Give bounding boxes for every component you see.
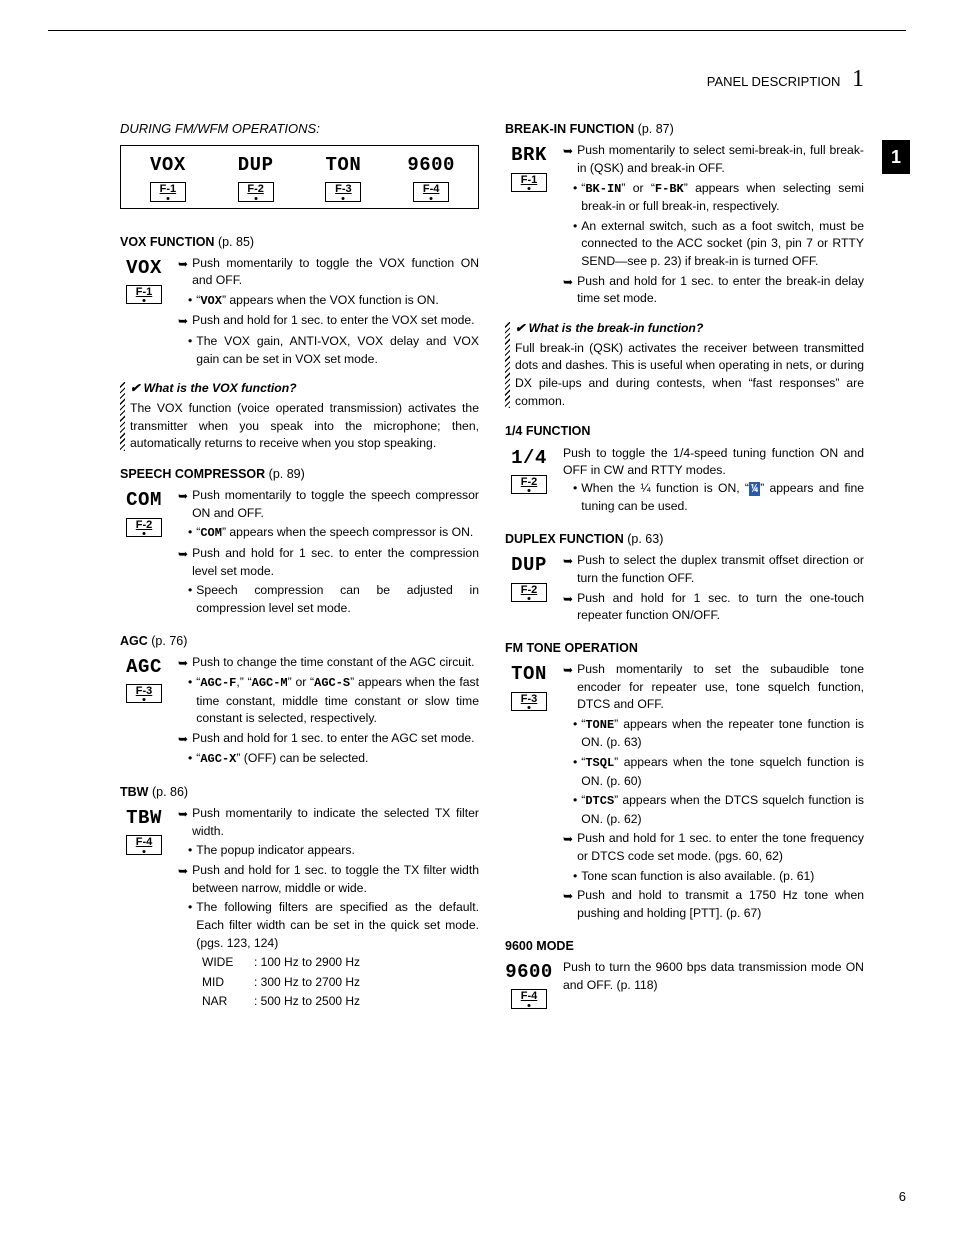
m9600-key-block: 9600 F-4 [505,959,553,1009]
qtr-body: Push to toggle the 1/4-speed tuning func… [563,445,864,480]
fn-col-4: 9600 F-4 [390,152,472,202]
ton-title: FM TONE OPERATION [505,639,864,657]
vox-key-block: VOX F-1 [120,255,168,305]
ton-arrow-3: Push and hold to transmit a 1750 Hz tone… [563,887,864,922]
com-arrow-2: Push and hold for 1 sec. to enter the co… [178,545,479,580]
fn-col-3: TON F-3 [303,152,385,202]
tbw-arrow-1: Push momentarily to indicate the selecte… [178,805,479,840]
vox-info: What is the VOX function? The VOX functi… [120,380,479,453]
tbw-row-nar: NAR: 500 Hz to 2500 Hz [202,993,479,1010]
fn4-key: F-4 [413,182,449,201]
ton-dot-4: Tone scan function is also available. (p… [573,868,864,886]
chapter-number: 1 [852,66,864,92]
page-number: 6 [899,1188,906,1207]
vox-arrow-1: Push momentarily to toggle the VOX funct… [178,255,479,290]
qtr-key-block: 1/4 F-2 [505,445,553,495]
com-dot-2: Speech compression can be adjusted in co… [188,582,479,617]
agc-title: AGC (p. 76) [120,632,479,650]
brk-dot-1: “BK-IN” or “F-BK” appears when selecting… [573,180,864,216]
fn3-lcd: TON [326,152,362,180]
com-dot-1: “COM” appears when the speech compressor… [188,524,479,542]
vox-arrow-2: Push and hold for 1 sec. to enter the VO… [178,312,479,330]
dup-arrow-1: Push to select the duplex transmit offse… [563,552,864,587]
ton-dot-2: “TSQL” appears when the tone squelch fun… [573,754,864,790]
qtr-title: 1/4 FUNCTION [505,422,864,440]
fn-col-2: DUP F-2 [215,152,297,202]
header-title: PANEL DESCRIPTION [707,74,841,89]
fn2-key: F-2 [238,182,274,201]
m9600-body: Push to turn the 9600 bps data transmiss… [563,959,864,994]
page-header: PANEL DESCRIPTION 1 [707,62,864,97]
fn1-lcd: VOX [150,152,186,180]
tbw-dot-2: The following filters are specified as t… [188,899,479,952]
tbw-arrow-2: Push and hold for 1 sec. to toggle the T… [178,862,479,897]
fn-col-1: VOX F-1 [127,152,209,202]
ton-dot-1: “TONE” appears when the repeater tone fu… [573,716,864,752]
dup-key-block: DUP F-2 [505,552,553,602]
ton-dot-3: “DTCS” appears when the DTCS squelch fun… [573,792,864,828]
brk-dot-2: An external switch, such as a foot switc… [573,218,864,271]
fm-subtitle: DURING FM/WFM OPERATIONS: [120,120,479,139]
com-key-block: COM F-2 [120,487,168,537]
brk-arrow-2: Push and hold for 1 sec. to enter the br… [563,273,864,308]
tbw-row-wide: WIDE: 100 Hz to 2900 Hz [202,954,479,971]
qtr-dot-1: When the ¼ function is ON, “¼” appears a… [573,480,864,516]
dup-arrow-2: Push and hold for 1 sec. to turn the one… [563,590,864,625]
fn2-lcd: DUP [238,152,274,180]
agc-key-block: AGC F-3 [120,654,168,704]
fn1-key: F-1 [150,182,186,201]
fn4-lcd: 9600 [407,152,455,180]
ton-key-block: TON F-3 [505,661,553,711]
function-bar: VOX F-1 DUP F-2 TON F-3 9600 F-4 [120,145,479,209]
com-arrow-1: Push momentarily to toggle the speech co… [178,487,479,522]
agc-dot-1: “AGC-F,” “AGC-M” or “AGC-S” appears when… [188,674,479,728]
vox-dot-1: “VOX” appears when the VOX function is O… [188,292,479,310]
tbw-dot-1: The popup indicator appears. [188,842,479,860]
dup-title: DUPLEX FUNCTION (p. 63) [505,530,864,548]
brk-info: What is the break-in function? Full brea… [505,320,864,410]
tbw-title: TBW (p. 86) [120,783,479,801]
com-title: SPEECH COMPRESSOR (p. 89) [120,465,479,483]
vox-dot-2: The VOX gain, ANTI-VOX, VOX delay and VO… [188,333,479,368]
agc-arrow-2: Push and hold for 1 sec. to enter the AG… [178,730,479,748]
page-tab: 1 [882,140,910,174]
tbw-key-block: TBW F-4 [120,805,168,855]
brk-key-block: BRK F-1 [505,142,553,192]
agc-arrow-1: Push to change the time constant of the … [178,654,479,672]
tbw-row-mid: MID: 300 Hz to 2700 Hz [202,974,479,991]
m9600-title: 9600 MODE [505,937,864,955]
ton-arrow-1: Push momentarily to set the subaudible t… [563,661,864,714]
brk-title: BREAK-IN FUNCTION (p. 87) [505,120,864,138]
ton-arrow-2: Push and hold for 1 sec. to enter the to… [563,830,864,865]
agc-dot-2: “AGC-X” (OFF) can be selected. [188,750,479,768]
fn3-key: F-3 [325,182,361,201]
brk-arrow-1: Push momentarily to select semi-break-in… [563,142,864,177]
vox-title: VOX FUNCTION (p. 85) [120,233,479,251]
